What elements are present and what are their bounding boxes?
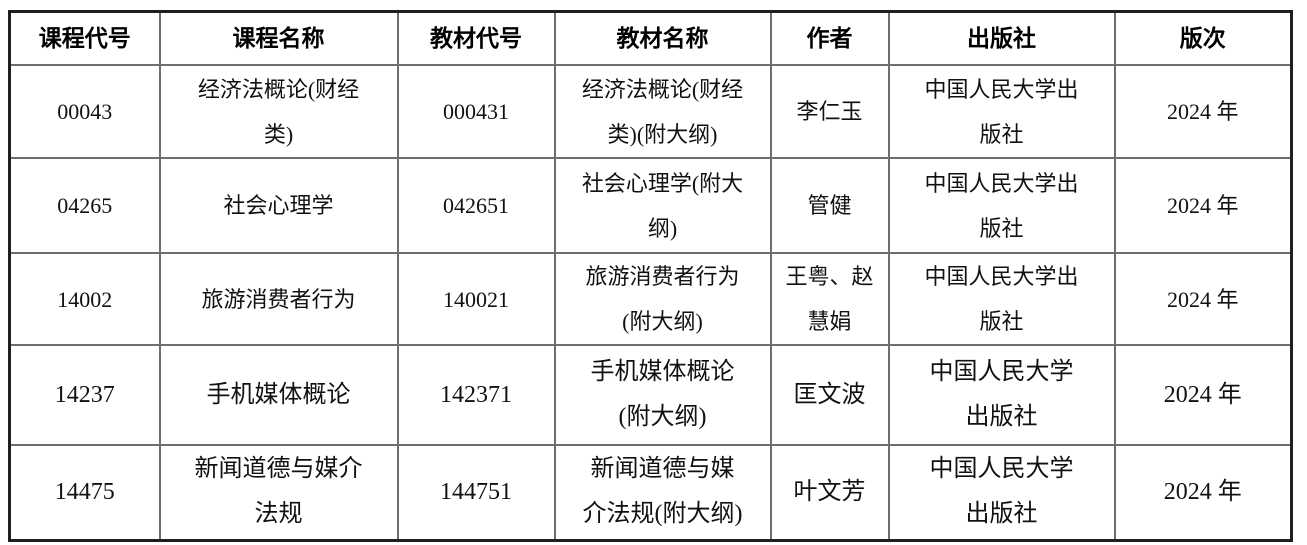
course-name-cell: 新闻道德与媒介 法规 xyxy=(158,444,399,541)
author-cell: 叶文芳 xyxy=(769,444,890,541)
edition-cell: 2024 年 xyxy=(1113,444,1293,541)
textbook-code-cell: 140021 xyxy=(396,252,556,346)
table-row: 14002 旅游消费者行为 140021 旅游消费者行为 (附大纲) 王粤、赵 … xyxy=(8,252,1293,346)
course-name-cell: 旅游消费者行为 xyxy=(158,252,399,346)
table-row: 14237 手机媒体概论 142371 手机媒体概论 (附大纲) 匡文波 中国人… xyxy=(8,344,1293,446)
header-course-name: 课程名称 xyxy=(158,10,399,66)
header-edition: 版次 xyxy=(1113,10,1293,66)
textbook-name-cell: 旅游消费者行为 (附大纲) xyxy=(553,252,772,346)
course-code-cell: 14002 xyxy=(8,252,161,346)
textbook-code-cell: 142371 xyxy=(396,344,556,446)
table-row: 00043 经济法概论(财经 类) 000431 经济法概论(财经 类)(附大纲… xyxy=(8,64,1293,159)
course-code-cell: 14237 xyxy=(8,344,161,446)
edition-cell: 2024 年 xyxy=(1113,252,1293,346)
textbook-code-cell: 000431 xyxy=(396,64,556,159)
course-code-cell: 14475 xyxy=(8,444,161,541)
course-name-cell: 经济法概论(财经 类) xyxy=(158,64,399,159)
author-cell: 匡文波 xyxy=(769,344,890,446)
header-textbook-code: 教材代号 xyxy=(396,10,556,66)
publisher-cell: 中国人民大学出 版社 xyxy=(887,64,1116,159)
table-header: 课程代号 课程名称 教材代号 教材名称 作者 出版社 版次 xyxy=(8,10,1293,66)
header-textbook-name: 教材名称 xyxy=(553,10,772,66)
header-course-code: 课程代号 xyxy=(8,10,161,66)
header-row: 课程代号 课程名称 教材代号 教材名称 作者 出版社 版次 xyxy=(8,10,1293,66)
textbook-name-cell: 经济法概论(财经 类)(附大纲) xyxy=(553,64,772,159)
textbook-code-cell: 144751 xyxy=(396,444,556,541)
author-cell: 王粤、赵 慧娟 xyxy=(769,252,890,346)
course-name-cell: 社会心理学 xyxy=(158,157,399,254)
edition-cell: 2024 年 xyxy=(1113,64,1293,159)
edition-cell: 2024 年 xyxy=(1113,157,1293,254)
course-name-cell: 手机媒体概论 xyxy=(158,344,399,446)
publisher-cell: 中国人民大学出 版社 xyxy=(887,252,1116,346)
table-row: 14475 新闻道德与媒介 法规 144751 新闻道德与媒 介法规(附大纲) … xyxy=(8,444,1293,541)
textbook-name-cell: 新闻道德与媒 介法规(附大纲) xyxy=(553,444,772,541)
publisher-cell: 中国人民大学出 版社 xyxy=(887,157,1116,254)
course-code-cell: 04265 xyxy=(8,157,161,254)
textbook-name-cell: 手机媒体概论 (附大纲) xyxy=(553,344,772,446)
textbook-table: 课程代号 课程名称 教材代号 教材名称 作者 出版社 版次 00043 经济法概… xyxy=(8,10,1293,542)
textbook-code-cell: 042651 xyxy=(396,157,556,254)
table-body: 00043 经济法概论(财经 类) 000431 经济法概论(财经 类)(附大纲… xyxy=(8,64,1293,541)
course-code-cell: 00043 xyxy=(8,64,161,159)
textbook-name-cell: 社会心理学(附大 纲) xyxy=(553,157,772,254)
edition-cell: 2024 年 xyxy=(1113,344,1293,446)
publisher-cell: 中国人民大学 出版社 xyxy=(887,444,1116,541)
header-author: 作者 xyxy=(769,10,890,66)
publisher-cell: 中国人民大学 出版社 xyxy=(887,344,1116,446)
author-cell: 管健 xyxy=(769,157,890,254)
header-publisher: 出版社 xyxy=(887,10,1116,66)
author-cell: 李仁玉 xyxy=(769,64,890,159)
table-row: 04265 社会心理学 042651 社会心理学(附大 纲) 管健 中国人民大学… xyxy=(8,157,1293,254)
